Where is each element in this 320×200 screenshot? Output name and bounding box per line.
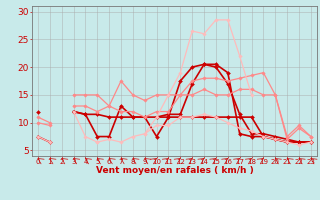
X-axis label: Vent moyen/en rafales ( km/h ): Vent moyen/en rafales ( km/h ) [96, 166, 253, 175]
